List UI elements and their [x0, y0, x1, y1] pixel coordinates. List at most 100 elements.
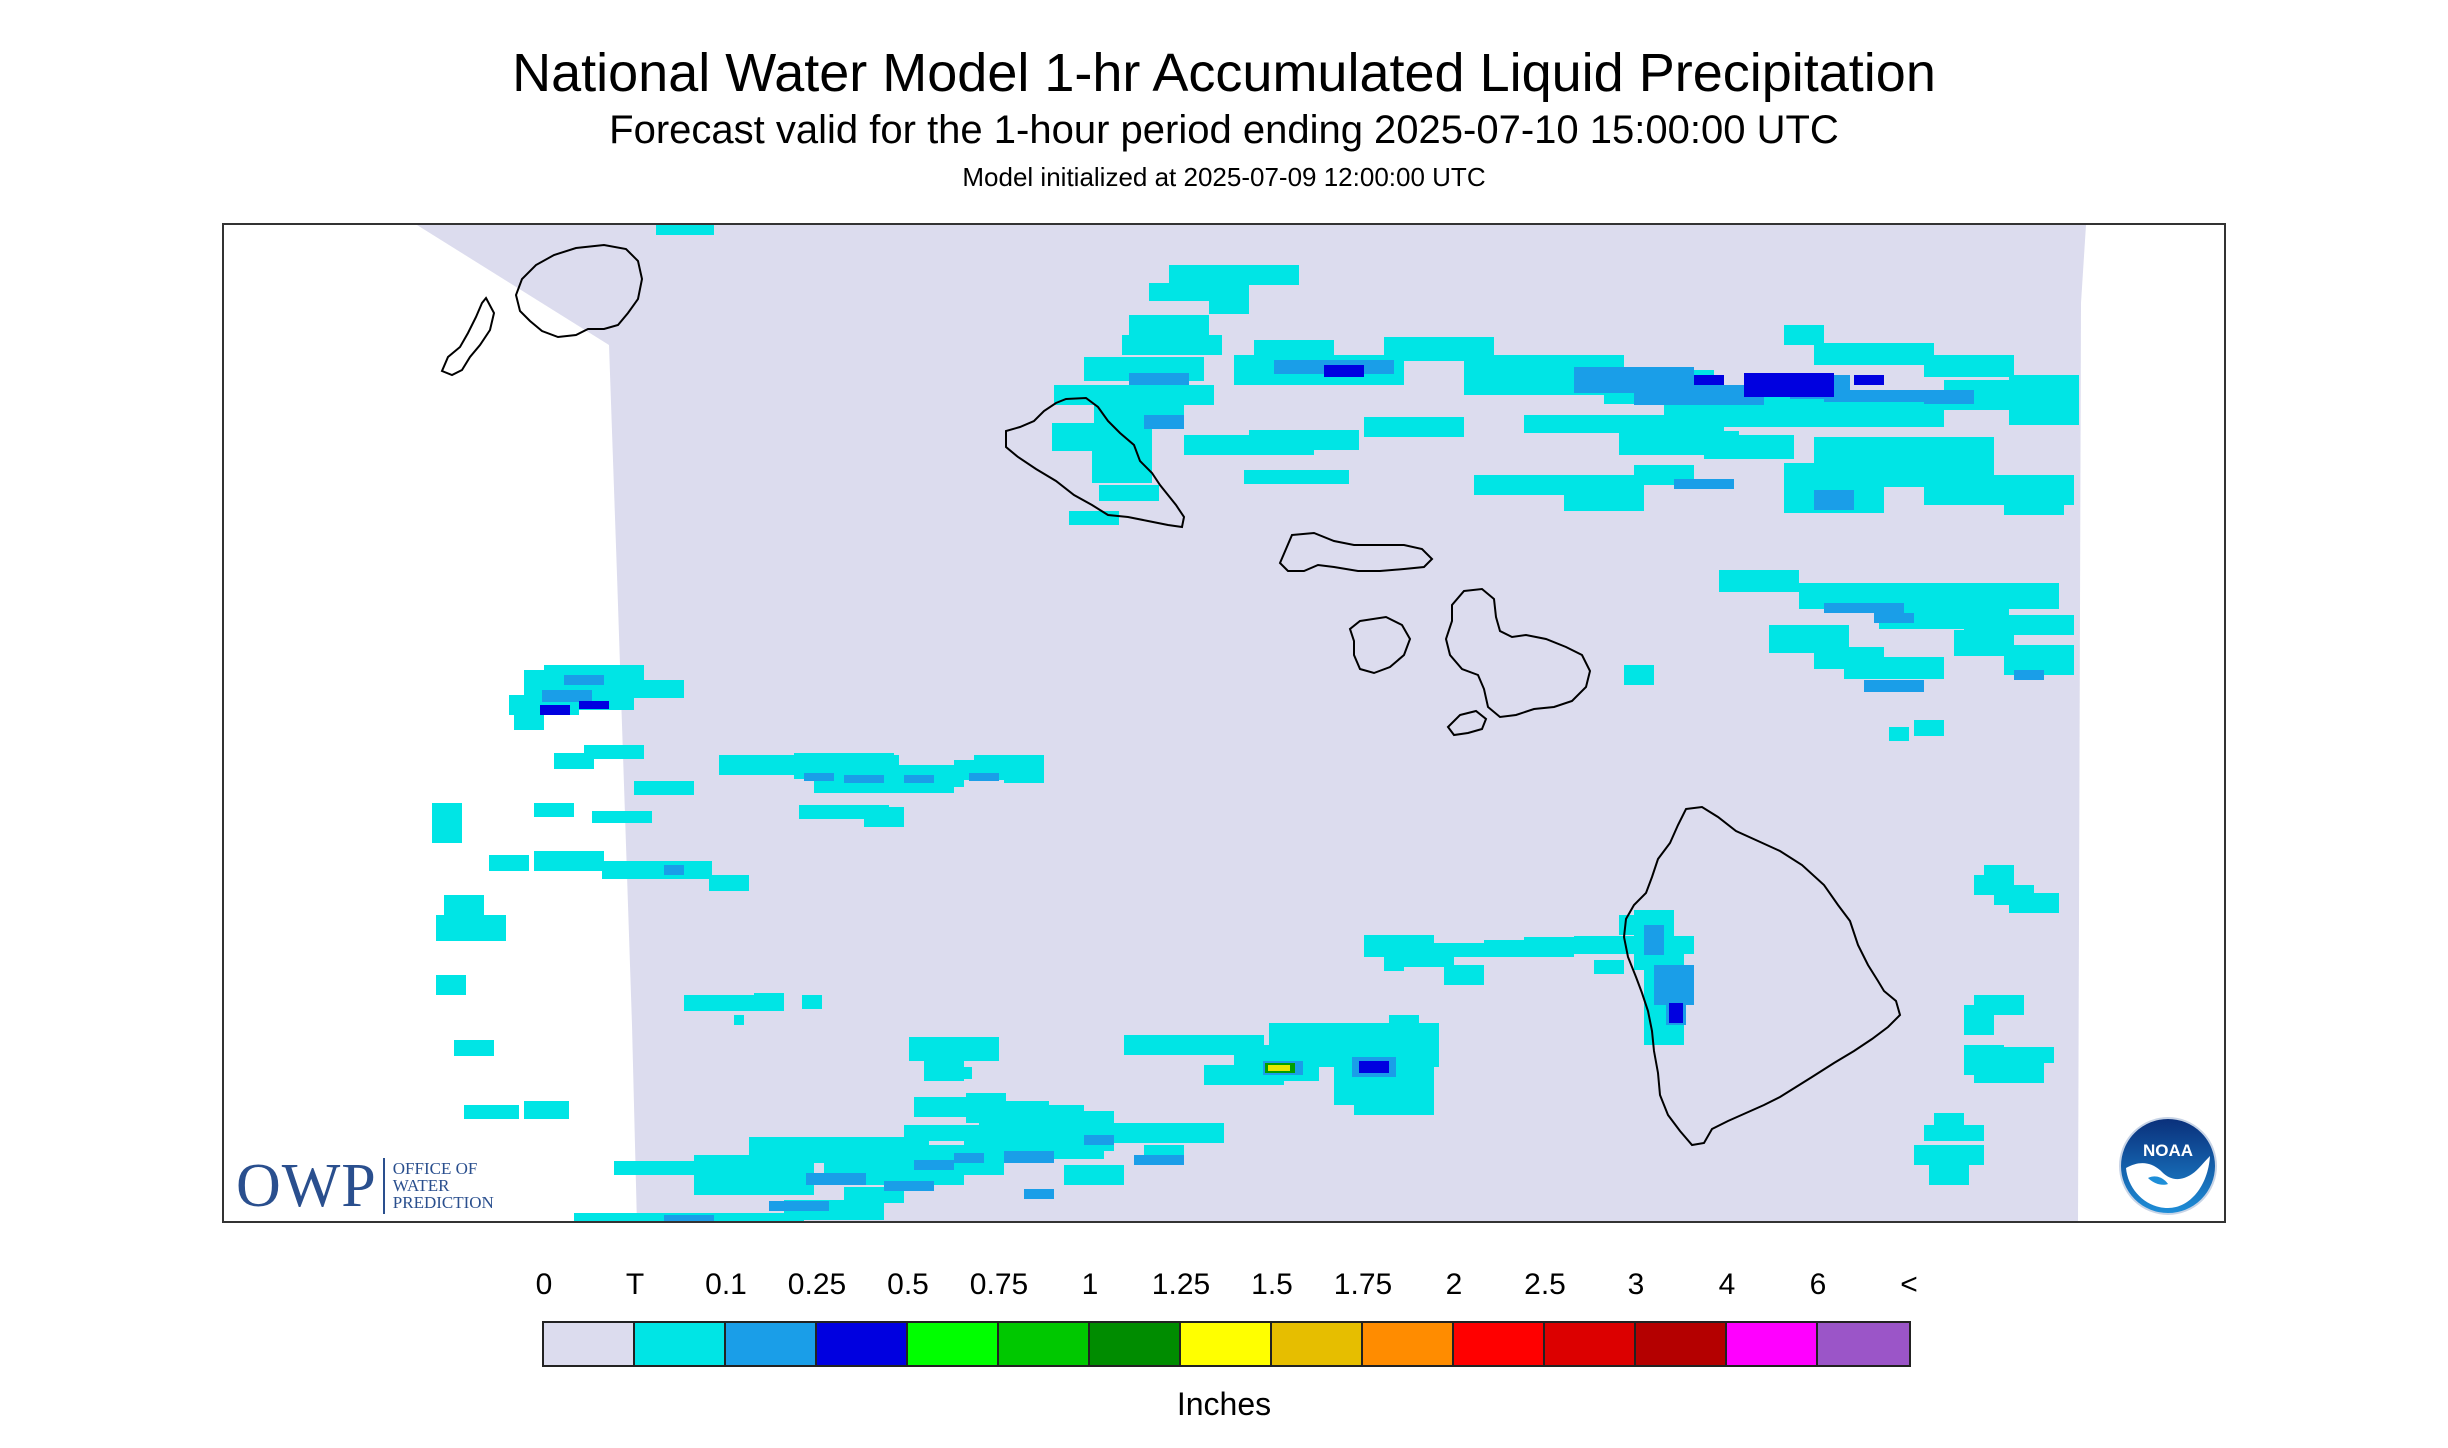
precip-cell	[1594, 960, 1624, 974]
precip-cell	[1814, 490, 1854, 510]
noaa-logo: NOAA	[2118, 1116, 2218, 1216]
precip-cell	[564, 675, 604, 685]
precip-cell	[2004, 495, 2064, 515]
precip-cell	[656, 225, 714, 235]
legend-swatch	[1727, 1323, 1818, 1365]
owp-line-1: OFFICE OF	[392, 1159, 478, 1178]
legend-tick-label: T	[625, 1268, 645, 1301]
precip-cell	[2009, 893, 2059, 913]
legend-tick-label: 0.1	[705, 1268, 747, 1301]
precip-cell	[1704, 435, 1794, 459]
owp-logo-separator	[382, 1158, 385, 1214]
precip-cell	[1359, 1061, 1389, 1073]
precip-cell	[1889, 727, 1909, 741]
precip-cell	[1092, 423, 1152, 483]
precip-cell	[1122, 335, 1222, 355]
precip-cell	[534, 851, 604, 871]
precip-cell	[734, 1015, 744, 1025]
legend-swatch	[1545, 1323, 1636, 1365]
precip-cell	[634, 781, 694, 795]
precip-cell	[454, 1040, 494, 1056]
maui-coastline	[1444, 587, 1592, 719]
precip-cell	[1249, 1070, 1269, 1080]
owp-logo-text: OFFICE OF WATER PREDICTION	[393, 1160, 494, 1211]
legend-tick-label: 0.25	[787, 1268, 847, 1301]
noaa-bird-icon: NOAA	[2119, 1117, 2217, 1215]
precip-cell	[1249, 430, 1359, 450]
precip-cell	[1268, 1065, 1290, 1071]
precip-cell	[1149, 283, 1249, 301]
legend-colorbar	[542, 1321, 1911, 1367]
owp-line-3: PREDICTION	[392, 1193, 494, 1212]
legend-tick-label: 3	[1627, 1268, 1645, 1301]
precip-cell	[602, 861, 712, 879]
map-canvas	[417, 225, 2086, 1221]
precip-cell	[1364, 417, 1464, 437]
legend-tick-label: 6	[1809, 1268, 1827, 1301]
precip-cell	[1824, 390, 1924, 402]
precip-cell	[802, 995, 822, 1009]
precip-cell	[542, 690, 592, 702]
precip-cell	[489, 855, 529, 871]
precip-cell	[1354, 1105, 1434, 1115]
precip-cell	[1624, 665, 1654, 685]
precip-cell	[709, 875, 749, 891]
precip-cell	[914, 1160, 954, 1170]
legend-tick-label: <	[1900, 1268, 1918, 1301]
precip-cell	[1209, 300, 1249, 314]
legend-swatch	[817, 1323, 908, 1365]
precip-cell	[1924, 355, 2014, 377]
precip-cell	[1964, 1005, 1994, 1035]
precip-cell	[1144, 415, 1184, 429]
precip-cell	[1619, 915, 1639, 935]
precip-cell	[584, 745, 644, 759]
precip-cell	[436, 915, 506, 941]
precip-cell	[1784, 325, 1824, 345]
precip-cell	[436, 975, 466, 995]
coastlines	[440, 243, 1902, 1147]
precip-cell	[1994, 1047, 2054, 1063]
noaa-logo-text: NOAA	[2143, 1141, 2193, 1160]
legend-tick-label: 1.25	[1151, 1268, 1211, 1301]
precip-cell	[1874, 613, 1914, 623]
precip-cell	[1104, 1123, 1224, 1143]
lanai-coastline	[1348, 615, 1412, 675]
precip-cell	[1524, 415, 1724, 433]
legend-swatch	[1818, 1323, 1909, 1365]
precip-cell	[1694, 375, 1724, 385]
precip-cell	[1929, 1165, 1969, 1185]
precip-cell	[769, 1201, 829, 1211]
precip-cell	[1129, 315, 1209, 335]
precip-cell	[1854, 375, 1884, 385]
map-title: National Water Model 1-hr Accumulated Li…	[512, 43, 1936, 103]
precip-cell	[540, 705, 570, 715]
legend-tick-label: 2	[1445, 1268, 1463, 1301]
precip-cell	[1004, 765, 1044, 783]
precip-cell	[1864, 680, 1924, 692]
precip-cell	[754, 993, 784, 1011]
precip-cell	[1444, 965, 1484, 985]
precip-cell	[1924, 390, 1974, 404]
precip-cell	[1669, 1003, 1683, 1023]
legend-swatch	[1181, 1323, 1272, 1365]
precip-cell	[1934, 1113, 1964, 1129]
precip-cell	[2009, 375, 2079, 425]
precip-cell	[524, 1101, 569, 1119]
precip-cell	[1052, 423, 1092, 451]
owp-logo: OWP OFFICE OF WATER PREDICTION	[236, 1155, 494, 1217]
oahu-coastline	[1005, 396, 1186, 529]
precip-cell	[1069, 511, 1119, 525]
precip-cell	[1129, 373, 1189, 385]
niihau-coastline	[440, 296, 496, 377]
precip-cell	[806, 1173, 866, 1185]
legend-tick-label: 1	[1081, 1268, 1099, 1301]
precip-cell	[1674, 479, 1734, 489]
precip-cell	[1914, 720, 1944, 736]
legend-tick-label: 2.5	[1524, 1268, 1566, 1301]
legend-tick-label: 0	[535, 1268, 553, 1301]
legend-swatch	[544, 1323, 635, 1365]
precip-cell	[1254, 340, 1334, 358]
legend-swatch	[1090, 1323, 1181, 1365]
kauai-coastline	[514, 243, 644, 339]
hawaii-big-island-coastline	[1622, 805, 1902, 1147]
